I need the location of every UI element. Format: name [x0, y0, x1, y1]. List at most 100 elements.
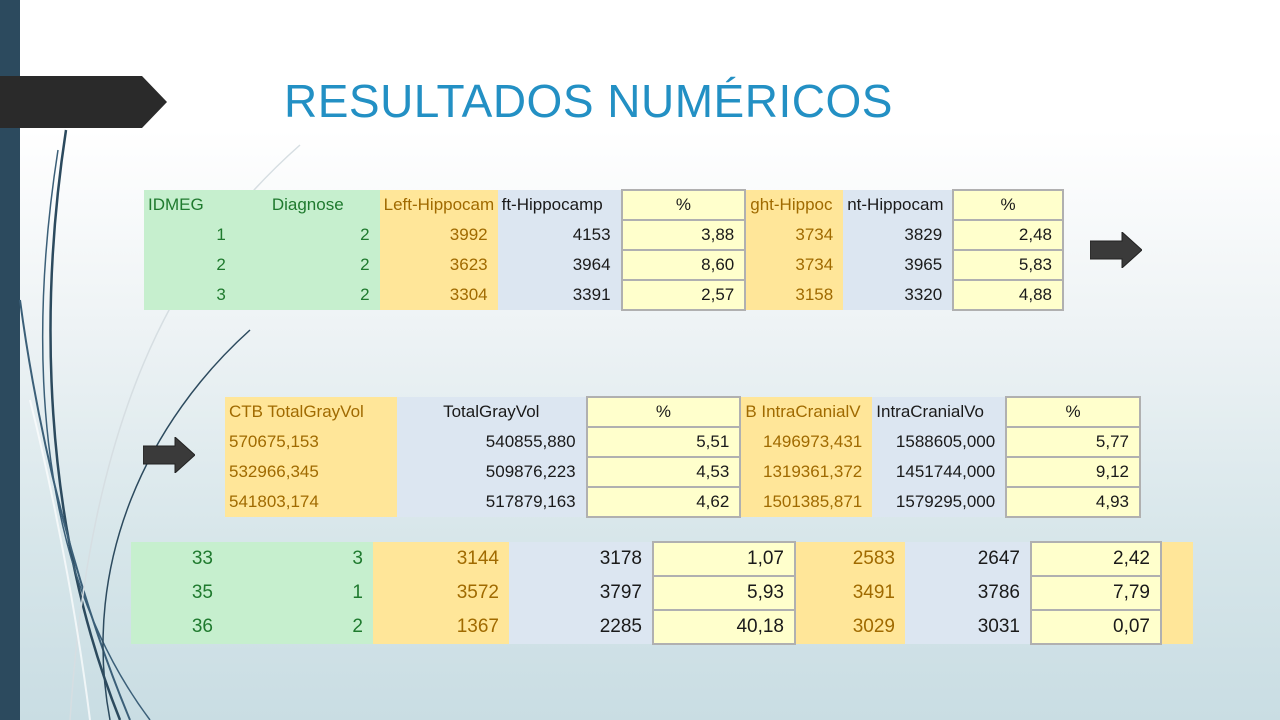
table-cell: 2647 [905, 542, 1031, 576]
table-cell [1161, 576, 1193, 610]
table-row: 1 2 3992 4153 3,88 3734 3829 2,48 [144, 219, 1064, 251]
table-cell: 3572 [373, 576, 509, 610]
table-cell: 3 [144, 280, 236, 310]
table-cell: 3992 [379, 220, 498, 250]
table-cell: 532966,345 [225, 457, 397, 487]
hippocampus-table: IDMEG Diagnose Left-Hippocam ft-Hippocam… [144, 189, 1064, 311]
table-cell: 7,79 [1030, 575, 1162, 611]
column-header: CTB TotalGrayVol [225, 397, 397, 427]
column-header: B IntraCranialV [740, 397, 873, 427]
table-cell: 509876,223 [396, 457, 587, 487]
table-cell: 540855,880 [396, 427, 587, 457]
column-header: % [952, 189, 1064, 221]
table-cell: 1 [144, 220, 236, 250]
table-cell: 8,60 [620, 249, 747, 281]
table-cell: 2,42 [1030, 541, 1162, 577]
table-row: 3 2 3304 3391 2,57 3158 3320 4,88 [144, 279, 1064, 311]
table-cell: 1496973,431 [740, 427, 873, 457]
table-cell: 2583 [795, 542, 905, 576]
table-cell: 35 [131, 576, 223, 610]
column-header: nt-Hippocam [843, 190, 954, 220]
right-arrow-icon [1090, 232, 1142, 268]
table-row: 35 1 3572 3797 5,93 3491 3786 7,79 [131, 575, 1193, 611]
column-header: ft-Hippocamp [497, 190, 622, 220]
table-cell: 4,93 [1005, 486, 1141, 518]
table-cell: 2 [235, 280, 380, 310]
table-cell: 4,88 [952, 279, 1064, 311]
table-cell: 570675,153 [225, 427, 397, 457]
table-cell: 1501385,871 [740, 487, 873, 517]
table-cell: 4,53 [585, 456, 742, 488]
table-cell: 1579295,000 [872, 487, 1007, 517]
table-cell: 3734 [745, 220, 844, 250]
table-cell: 3491 [795, 576, 905, 610]
table-cell: 5,83 [952, 249, 1064, 281]
table-cell: 3623 [379, 250, 498, 280]
table-cell: 3158 [745, 280, 844, 310]
table-cell: 2,48 [952, 219, 1064, 251]
column-header: IntraCranialVo [872, 397, 1007, 427]
table-cell: 2285 [509, 610, 653, 644]
table-cell: 2 [223, 610, 373, 644]
title-tab-shape [0, 76, 167, 128]
table-cell: 3178 [509, 542, 653, 576]
table-row: 570675,153 540855,880 5,51 1496973,431 1… [225, 426, 1141, 458]
table-cell: 2 [235, 250, 380, 280]
table-cell: 3320 [843, 280, 954, 310]
table-cell: 1319361,372 [740, 457, 873, 487]
table-cell: 3786 [905, 576, 1031, 610]
table-cell: 2,57 [620, 279, 747, 311]
left-accent-bar [0, 0, 20, 720]
table-cell: 3144 [373, 542, 509, 576]
table-cell: 3964 [497, 250, 622, 280]
table-cell: 3734 [745, 250, 844, 280]
column-header: % [585, 396, 742, 428]
table-cell: 1451744,000 [872, 457, 1007, 487]
column-header: % [1005, 396, 1141, 428]
table-cell: 517879,163 [396, 487, 587, 517]
table-cell: 2 [144, 250, 236, 280]
table-cell: 5,51 [585, 426, 742, 458]
table-cell: 4153 [497, 220, 622, 250]
table-cell: 3797 [509, 576, 653, 610]
column-header: IDMEG [144, 190, 236, 220]
table-row: 541803,174 517879,163 4,62 1501385,871 1… [225, 486, 1141, 518]
table-row: 36 2 1367 2285 40,18 3029 3031 0,07 [131, 609, 1193, 645]
table-header-row: CTB TotalGrayVol TotalGrayVol % B IntraC… [225, 396, 1141, 428]
table-cell: 9,12 [1005, 456, 1141, 488]
table-cell: 3031 [905, 610, 1031, 644]
table-cell: 3,88 [620, 219, 747, 251]
right-arrow-icon [143, 437, 195, 473]
table-cell: 1367 [373, 610, 509, 644]
table-row: 33 3 3144 3178 1,07 2583 2647 2,42 [131, 541, 1193, 577]
table-cell: 541803,174 [225, 487, 397, 517]
table-cell: 3829 [843, 220, 954, 250]
table-header-row: IDMEG Diagnose Left-Hippocam ft-Hippocam… [144, 189, 1064, 221]
table-cell: 3304 [379, 280, 498, 310]
table-cell [1161, 542, 1193, 576]
table-cell: 36 [131, 610, 223, 644]
table-row: 532966,345 509876,223 4,53 1319361,372 1… [225, 456, 1141, 488]
table-cell: 5,93 [652, 575, 796, 611]
column-header: Diagnose [235, 190, 380, 220]
slide-title: RESULTADOS NUMÉRICOS [284, 75, 893, 127]
table-cell: 5,77 [1005, 426, 1141, 458]
table-cell: 33 [131, 542, 223, 576]
table-row: 2 2 3623 3964 8,60 3734 3965 5,83 [144, 249, 1064, 281]
table-cell: 40,18 [652, 609, 796, 645]
column-header: TotalGrayVol [396, 397, 587, 427]
column-header: ght-Hippoc [745, 190, 844, 220]
table-cell: 3 [223, 542, 373, 576]
table-cell: 3391 [497, 280, 622, 310]
table-cell: 1 [223, 576, 373, 610]
table-cell: 0,07 [1030, 609, 1162, 645]
column-header: % [620, 189, 747, 221]
table-cell: 2 [235, 220, 380, 250]
volumes-table: CTB TotalGrayVol TotalGrayVol % B IntraC… [225, 396, 1141, 518]
table-cell: 1588605,000 [872, 427, 1007, 457]
hippocampus-table-tail: 33 3 3144 3178 1,07 2583 2647 2,42 35 1 … [131, 541, 1193, 645]
column-header: Left-Hippocam [379, 190, 498, 220]
table-cell: 1,07 [652, 541, 796, 577]
table-cell: 3965 [843, 250, 954, 280]
